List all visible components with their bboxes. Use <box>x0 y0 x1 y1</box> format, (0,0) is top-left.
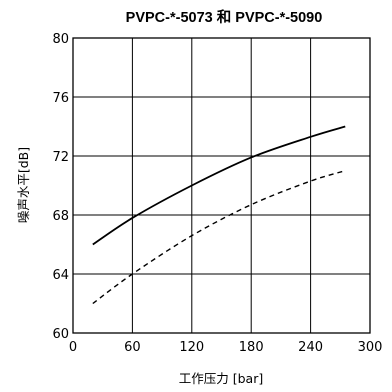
grid-lines <box>72 37 371 334</box>
series-line-solid <box>92 125 346 246</box>
x-tick-label: 0 <box>69 340 77 355</box>
y-tick-label: 76 <box>52 91 69 106</box>
y-tick-label: 72 <box>52 150 69 165</box>
x-tick-label: 180 <box>239 340 264 355</box>
y-tick-label: 80 <box>52 32 69 47</box>
series-lines <box>92 125 346 305</box>
y-tick-label: 68 <box>52 209 69 224</box>
plot-frame <box>72 37 371 334</box>
y-axis-label: 噪声水平[dB] <box>16 147 31 223</box>
x-tick-label: 120 <box>179 340 204 355</box>
x-axis-label: 工作压力 [bar] <box>179 371 263 386</box>
y-tick-label: 60 <box>52 327 69 342</box>
x-tick-label: 240 <box>298 340 323 355</box>
y-tick-label: 64 <box>52 268 69 283</box>
x-tick-label: 300 <box>358 340 383 355</box>
series-line-dashed <box>92 170 346 305</box>
x-tick-label: 60 <box>124 340 141 355</box>
chart-title: PVPC-*-5073 和 PVPC-*-5090 <box>126 9 323 26</box>
